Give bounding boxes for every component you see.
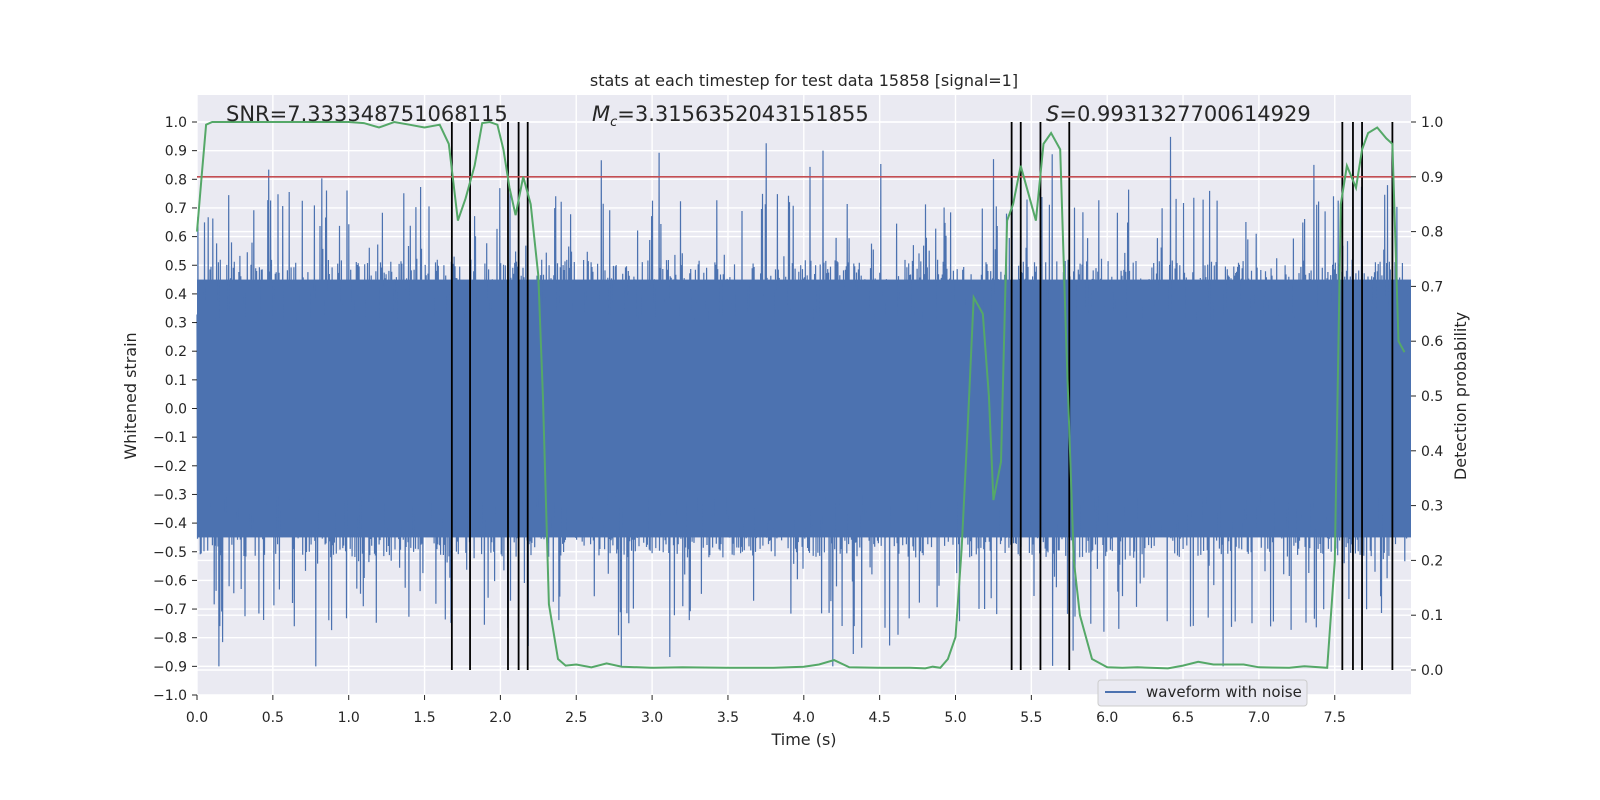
x-tick-label: 7.0 (1248, 710, 1270, 726)
y-tick-label: −0.3 (153, 487, 187, 503)
snr-annotation: SNR=7.333348751068115 (226, 102, 508, 126)
s-value: =0.9931327700614929 (1059, 102, 1310, 126)
x-tick-label: 2.5 (565, 710, 587, 726)
y2-tick-label: 0.9 (1421, 170, 1443, 186)
y2-axis-ticks: 1.0 0.9 0.8 0.7 0.6 0.5 0.4 0.3 0.2 0.1 0.0 (1411, 115, 1443, 679)
x-tick-label: 3.5 (717, 710, 739, 726)
y-tick-label: −0.8 (153, 631, 187, 647)
y-tick-label: −1.0 (153, 688, 187, 704)
x-axis-label: Time (s) (770, 730, 836, 749)
y-tick-label: 0.1 (165, 373, 187, 389)
x-tick-label: 7.5 (1324, 710, 1346, 726)
y2-tick-label: 0.2 (1421, 553, 1443, 569)
y2-tick-label: 0.1 (1421, 608, 1443, 624)
x-tick-label: 0.0 (186, 710, 208, 726)
legend-box (1097, 679, 1308, 707)
x-tick-label: 4.5 (869, 710, 891, 726)
y-tick-label: 0.2 (165, 344, 187, 360)
y2-tick-label: 0.4 (1421, 444, 1443, 460)
x-tick-label: 5.5 (1020, 710, 1042, 726)
y-axis-ticks: 1.0 0.9 0.8 0.7 0.6 0.5 0.4 0.3 0.2 0.1 0.0 −0.1 −0.… (153, 115, 197, 704)
y-tick-label: 0.4 (165, 287, 187, 303)
x-tick-label: 6.0 (1096, 710, 1118, 726)
x-tick-label: 1.0 (338, 710, 360, 726)
y-tick-label: −0.6 (153, 573, 187, 589)
y2-axis-label: Detection probability (1451, 312, 1470, 480)
chirp-mass-annotation: Mc=3.3156352043151855 (592, 102, 869, 130)
y2-tick-label: 0.0 (1421, 663, 1443, 679)
waveform-line (196, 136, 1409, 667)
y-tick-label: 0.6 (165, 230, 187, 246)
mc-subscript: c (610, 115, 617, 130)
y-tick-label: 1.0 (165, 115, 187, 131)
y-tick-label: −0.1 (153, 430, 187, 446)
event-lines (450, 122, 1394, 670)
y2-tick-label: 0.5 (1421, 389, 1443, 405)
y-tick-label: −0.5 (153, 545, 187, 561)
mc-symbol: M (592, 102, 610, 126)
x-tick-label: 1.5 (413, 710, 435, 726)
probability-line (196, 120, 1406, 670)
probability-series (196, 120, 1406, 670)
y-tick-label: 0.8 (165, 172, 187, 188)
y-tick-label: 0.5 (165, 258, 187, 274)
y-tick-label: −0.4 (153, 516, 187, 532)
y-tick-label: 0.3 (165, 316, 187, 332)
s-symbol: S (1046, 102, 1059, 126)
x-tick-label: 5.0 (944, 710, 966, 726)
y-axis-label: Whitened strain (121, 332, 140, 459)
y-tick-label: 0.9 (165, 144, 187, 160)
y2-tick-label: 0.7 (1421, 279, 1443, 295)
legend-label: waveform with noise (1146, 683, 1302, 701)
legend: waveform with noise (1097, 679, 1308, 707)
x-tick-label: 4.0 (793, 710, 815, 726)
x-tick-label: 2.0 (489, 710, 511, 726)
y-tick-label: −0.7 (153, 602, 187, 618)
y-tick-label: 0.0 (165, 402, 187, 418)
y-tick-label: 0.7 (165, 201, 187, 217)
mc-value: =3.3156352043151855 (617, 102, 868, 126)
statistic-annotation: S=0.9931327700614929 (1046, 102, 1311, 126)
y2-tick-label: 0.3 (1421, 499, 1443, 515)
y-tick-label: −0.2 (153, 459, 187, 475)
x-tick-label: 3.0 (641, 710, 663, 726)
y2-tick-label: 0.8 (1421, 225, 1443, 241)
waveform-series (196, 136, 1411, 667)
y-tick-label: −0.9 (153, 659, 187, 675)
y2-tick-label: 1.0 (1421, 115, 1443, 131)
x-axis-ticks: 0.0 0.5 1.0 1.5 2.0 2.5 3.0 3.5 4.0 4.5 5.0 5.5 6.0 6… (186, 695, 1346, 726)
x-tick-label: 0.5 (262, 710, 284, 726)
chart-title: stats at each timestep for test data 158… (590, 71, 1018, 90)
y2-tick-label: 0.6 (1421, 334, 1443, 350)
x-tick-label: 6.5 (1172, 710, 1194, 726)
